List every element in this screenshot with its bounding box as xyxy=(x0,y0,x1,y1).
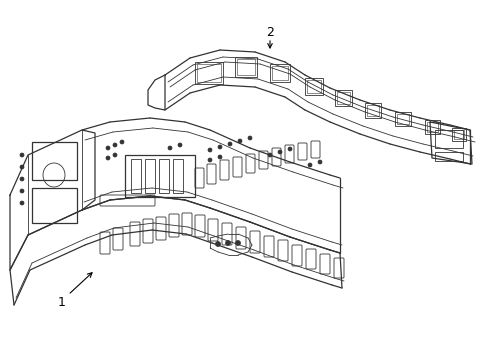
Bar xyxy=(367,105,379,116)
Bar xyxy=(425,120,440,134)
Ellipse shape xyxy=(120,140,124,144)
Ellipse shape xyxy=(228,142,232,146)
Bar xyxy=(395,112,411,126)
Ellipse shape xyxy=(238,139,242,143)
Bar xyxy=(235,57,257,77)
Bar xyxy=(335,90,352,106)
Bar xyxy=(145,159,155,193)
Ellipse shape xyxy=(318,160,322,164)
Ellipse shape xyxy=(113,143,117,147)
Ellipse shape xyxy=(20,165,24,169)
Bar xyxy=(131,159,141,193)
Bar xyxy=(305,78,323,95)
Bar xyxy=(307,80,321,93)
Ellipse shape xyxy=(218,155,222,159)
Ellipse shape xyxy=(218,145,222,149)
Ellipse shape xyxy=(225,240,230,246)
Bar xyxy=(435,130,463,148)
Bar xyxy=(454,130,464,139)
Ellipse shape xyxy=(216,242,220,247)
Bar xyxy=(365,103,381,118)
Ellipse shape xyxy=(168,146,172,150)
Bar xyxy=(173,159,183,193)
Bar xyxy=(397,114,409,124)
Bar xyxy=(427,122,438,132)
Ellipse shape xyxy=(20,153,24,157)
Bar xyxy=(125,155,195,197)
Ellipse shape xyxy=(20,201,24,205)
Ellipse shape xyxy=(178,143,182,147)
Ellipse shape xyxy=(20,177,24,181)
Ellipse shape xyxy=(278,150,282,154)
Ellipse shape xyxy=(106,156,110,160)
Ellipse shape xyxy=(20,189,24,193)
Ellipse shape xyxy=(288,147,292,151)
Bar xyxy=(272,66,288,80)
Ellipse shape xyxy=(208,158,212,162)
Bar xyxy=(337,92,350,104)
Bar xyxy=(270,64,290,82)
Ellipse shape xyxy=(208,148,212,152)
Bar xyxy=(435,152,463,161)
Ellipse shape xyxy=(106,146,110,150)
Bar xyxy=(237,59,255,75)
Text: 2: 2 xyxy=(266,26,274,39)
Ellipse shape xyxy=(268,153,272,157)
Ellipse shape xyxy=(113,153,117,157)
Text: 1: 1 xyxy=(58,296,66,309)
Ellipse shape xyxy=(308,163,312,167)
Bar xyxy=(197,64,221,82)
Ellipse shape xyxy=(248,136,252,140)
Bar xyxy=(159,159,169,193)
Bar xyxy=(32,188,77,223)
Bar xyxy=(452,128,466,141)
Bar xyxy=(195,62,223,84)
Ellipse shape xyxy=(236,240,241,246)
Bar xyxy=(32,142,77,180)
